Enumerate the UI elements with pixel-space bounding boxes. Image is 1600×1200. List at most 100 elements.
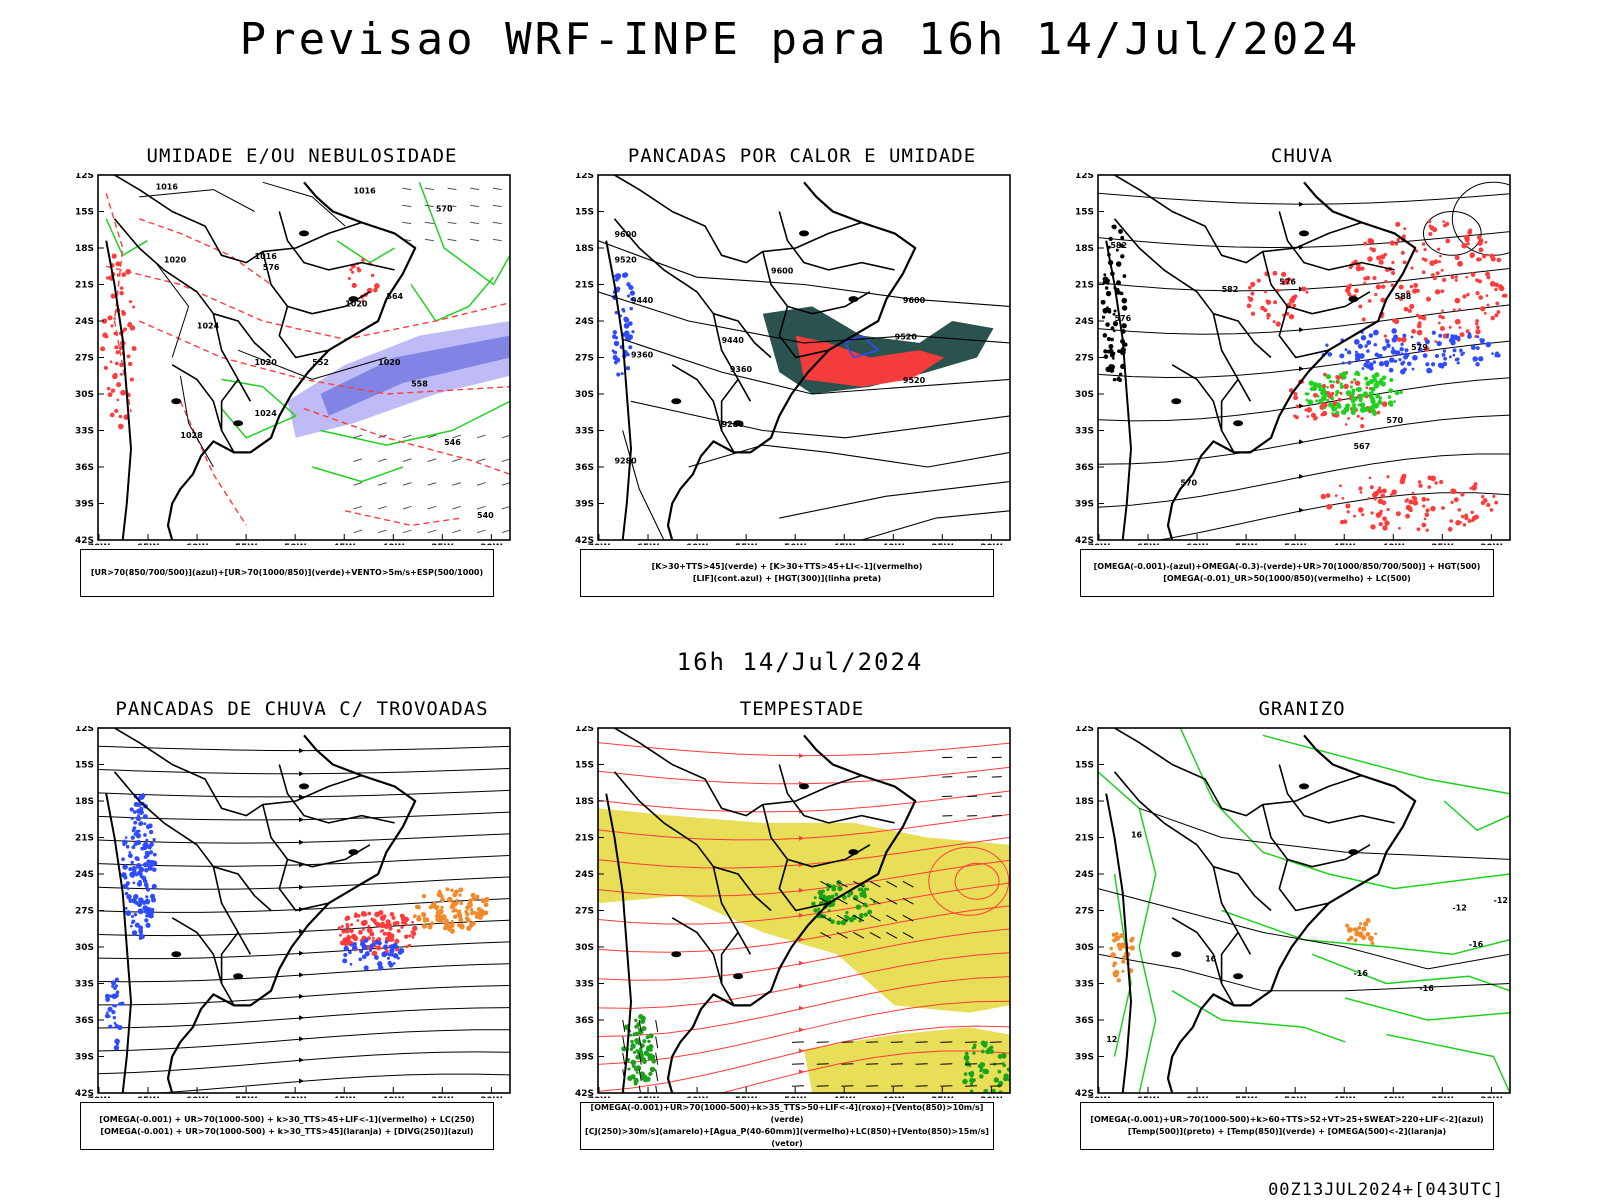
wind850-area: [862, 894, 867, 899]
streamline-arrow: [799, 1048, 804, 1054]
divergence-area: [130, 924, 133, 928]
rain-omega-area: [1360, 424, 1365, 429]
divergence-area: [126, 894, 132, 900]
wind-vector: [836, 931, 848, 939]
panel-title: GRANIZO: [1258, 698, 1346, 720]
wind850-area: [630, 1059, 637, 1066]
rain-omega-area: [1358, 304, 1363, 309]
wind850-area: [817, 889, 824, 896]
rain-omega-03-area: [1364, 376, 1369, 381]
wind850-area: [842, 895, 847, 900]
rain-omega-03-area: [1330, 405, 1336, 410]
lon-label: 70W: [1088, 1096, 1111, 1098]
divergence-area: [112, 1003, 116, 1008]
wind850-area: [834, 892, 839, 897]
lif-contour-cluster: [629, 290, 636, 296]
rain-omega-area: [1310, 412, 1317, 418]
wind-vector: [622, 1019, 626, 1032]
rain-omega-area: [1494, 282, 1499, 288]
rain-omega-area: [1435, 271, 1440, 276]
rain-omega-area: [1350, 380, 1354, 384]
wind-vector: [402, 529, 412, 534]
rain-omega-03-area: [1340, 385, 1343, 389]
legend-box: [OMEGA(-0.001) + UR>70(1000-500) + k>30_…: [80, 1102, 494, 1150]
thickness-contour: [105, 193, 132, 413]
streamline-850: [598, 882, 1010, 925]
divergence-area: [122, 843, 126, 847]
map-frame: [97, 727, 511, 1094]
divergence-area: [152, 837, 156, 842]
contour-label: 9600: [771, 267, 794, 276]
divergence-area: [387, 956, 391, 960]
thunderstorm-li-area: [388, 926, 393, 931]
thunderstorm-kindex-area: [449, 923, 455, 929]
border-line: [778, 859, 829, 912]
streamline-arrow: [1299, 201, 1304, 207]
rain-omega-03-area: [1345, 403, 1351, 409]
wind-vector: [378, 482, 387, 486]
divergence-area: [129, 807, 134, 812]
rain-omega-area: [1265, 299, 1269, 303]
divergence-area: [134, 922, 140, 928]
lon-label: 45W: [833, 1096, 856, 1098]
rain-omega-area: [1358, 486, 1363, 491]
rain-omega-area: [1335, 375, 1340, 380]
divergence-area: [145, 895, 149, 899]
wind850-area: [651, 1058, 657, 1064]
rain-omega-area: [1398, 526, 1401, 530]
rain-omega-001-area: [1382, 345, 1387, 351]
divergence-area: [387, 953, 392, 957]
thunderstorm-kindex-area: [470, 892, 476, 898]
border-line: [712, 313, 752, 402]
thunderstorm-li-area: [376, 945, 382, 951]
lon-label: 65W: [1137, 543, 1160, 545]
rain-omega-001-area: [1446, 333, 1450, 336]
lon-label: 35W: [1431, 543, 1454, 545]
streamline: [98, 1051, 510, 1075]
streamline-850: [598, 928, 1010, 981]
thunderstorm-li-area: [370, 917, 374, 922]
border-line: [778, 306, 829, 359]
wind-vector: [836, 914, 848, 922]
lat-label: 18S: [575, 797, 594, 807]
omega500-area: [1358, 933, 1363, 938]
lat-label: 18S: [75, 244, 94, 254]
contour-label: 9440: [722, 336, 745, 345]
border-line: [1278, 859, 1329, 912]
streamline-arrow: [799, 753, 804, 759]
divergence-area: [105, 997, 111, 1002]
thunderstorm-kindex-area: [480, 898, 486, 904]
divergence-area: [138, 933, 143, 938]
coastline-west: [105, 240, 132, 540]
rain-omega-001-area: [1430, 362, 1436, 367]
wind-vector: [492, 221, 502, 225]
thunderstorm-kindex-area: [469, 907, 474, 912]
rain-omega-area: [1489, 253, 1495, 259]
streamline-arrow: [799, 937, 804, 943]
thickness-label-cluster: [131, 345, 137, 351]
rain-omega-area: [1376, 255, 1382, 261]
wind850-area: [969, 1089, 974, 1093]
rain-omega-area: [1466, 241, 1470, 246]
thickness-label-cluster: [129, 325, 136, 331]
rain-omega-area: [1305, 290, 1309, 294]
border-line: [212, 866, 252, 955]
wind-vector: [638, 1085, 641, 1093]
rain-omega-area: [1378, 521, 1383, 527]
contour-label: 9600: [614, 230, 637, 239]
lif-contour-cluster: [612, 330, 618, 335]
rain-omega-area: [1389, 240, 1395, 246]
rain-omega-area: [1365, 386, 1369, 389]
streamline-850: [598, 905, 1010, 953]
rain-omega-001-area: [1422, 353, 1428, 358]
andes-contour-cluster: [1106, 349, 1111, 354]
wind-vector: [886, 897, 898, 905]
lat-label: 24S: [1075, 870, 1094, 880]
lon-label: 55W: [735, 543, 758, 545]
thunderstorm-kindex-area: [428, 905, 433, 910]
hgt300-contour: [779, 481, 1010, 519]
andes-contour-cluster: [1112, 320, 1119, 327]
rain-omega-area: [1441, 506, 1445, 510]
wind-vector: [424, 221, 434, 225]
panel-pancadas-trovoadas: PANCADAS DE CHUVA C/ TROVOADAS 12S 15S 18S…: [62, 698, 542, 1178]
